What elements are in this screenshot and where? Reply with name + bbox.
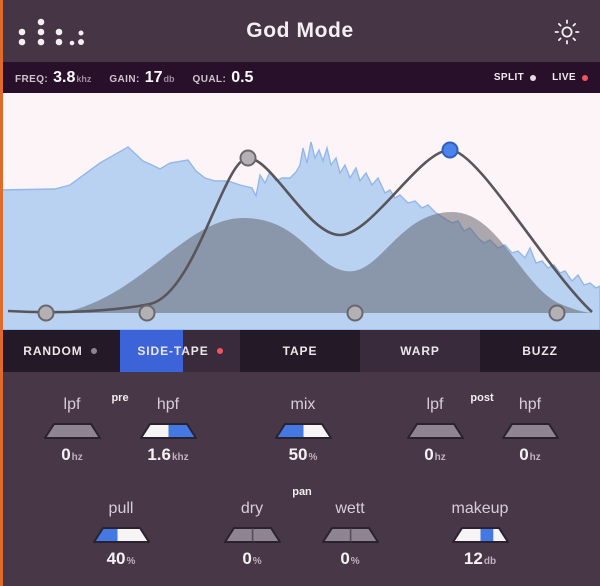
tab-side-tape[interactable]: SIDE-TAPE [120,330,240,372]
eq-curve[interactable] [7,148,593,314]
control-hpf-pre: hpf 1.6khz [120,396,216,465]
mix-slider[interactable] [274,423,332,439]
control-lpf-pre: lpf 0hz [24,396,120,465]
split-toggle[interactable]: SPLIT [494,72,537,83]
eq-node-band1[interactable] [37,304,55,322]
live-toggle[interactable]: LIVE [552,72,588,83]
controls-panel: pre post pan lpf 0hz hpf 1.6khz mix 50% … [0,372,600,586]
wett-pan-slider[interactable] [321,527,379,543]
side-tape-dot [216,348,223,354]
gain-readout: GAIN: 17 db [109,68,175,86]
page-title: God Mode [246,19,354,42]
eq-node-peak2-selected[interactable] [441,141,459,159]
tab-warp[interactable]: WARP [360,330,480,372]
hpf-post-slider[interactable] [501,423,559,439]
lpf-post-slider[interactable] [406,423,464,439]
denise-logo-icon [18,18,84,46]
sidechain-area [60,212,595,313]
makeup-slider[interactable] [451,527,509,543]
live-indicator-dot [582,74,588,81]
control-pull: pull 40% [73,500,169,569]
qual-readout: QUAL: 0.5 [192,68,254,86]
tab-active-fill [120,330,183,372]
split-indicator-dot [530,74,537,81]
freq-readout: FREQ: 3.8 khz [15,68,92,86]
header: God Mode [0,0,600,62]
pull-slider[interactable] [92,527,150,543]
control-mix: mix 50% [255,396,351,465]
pan-label: pan [292,486,312,498]
control-dry: dry 0% [204,500,300,569]
tab-random[interactable]: RANDOM [0,330,120,372]
status-bar: FREQ: 3.8 khz GAIN: 17 db QUAL: 0.5 SPLI… [0,62,600,93]
hpf-pre-slider[interactable] [139,423,197,439]
control-hpf-post: hpf 0hz [482,396,578,465]
control-wett: wett 0% [302,500,398,569]
eq-display [0,93,600,331]
post-label: post [470,392,494,404]
window-edge-stripe [0,0,3,586]
dry-pan-slider[interactable] [223,527,281,543]
preset-tabs: RANDOM SIDE-TAPE TAPE WARP BUZZ [0,330,600,372]
pre-label: pre [111,392,129,404]
eq-node-band2[interactable] [138,304,156,322]
brightness-icon[interactable] [554,19,580,45]
tab-tape[interactable]: TAPE [240,330,360,372]
lpf-pre-slider[interactable] [43,423,101,439]
tab-buzz[interactable]: BUZZ [480,330,600,372]
eq-graph [0,141,600,331]
eq-node-peak1[interactable] [239,149,257,167]
eq-node-band3[interactable] [346,304,364,322]
control-makeup: makeup 12db [451,500,509,568]
eq-node-band4[interactable] [548,304,566,322]
control-lpf-post: lpf 0hz [387,396,483,465]
random-dot [90,348,97,354]
